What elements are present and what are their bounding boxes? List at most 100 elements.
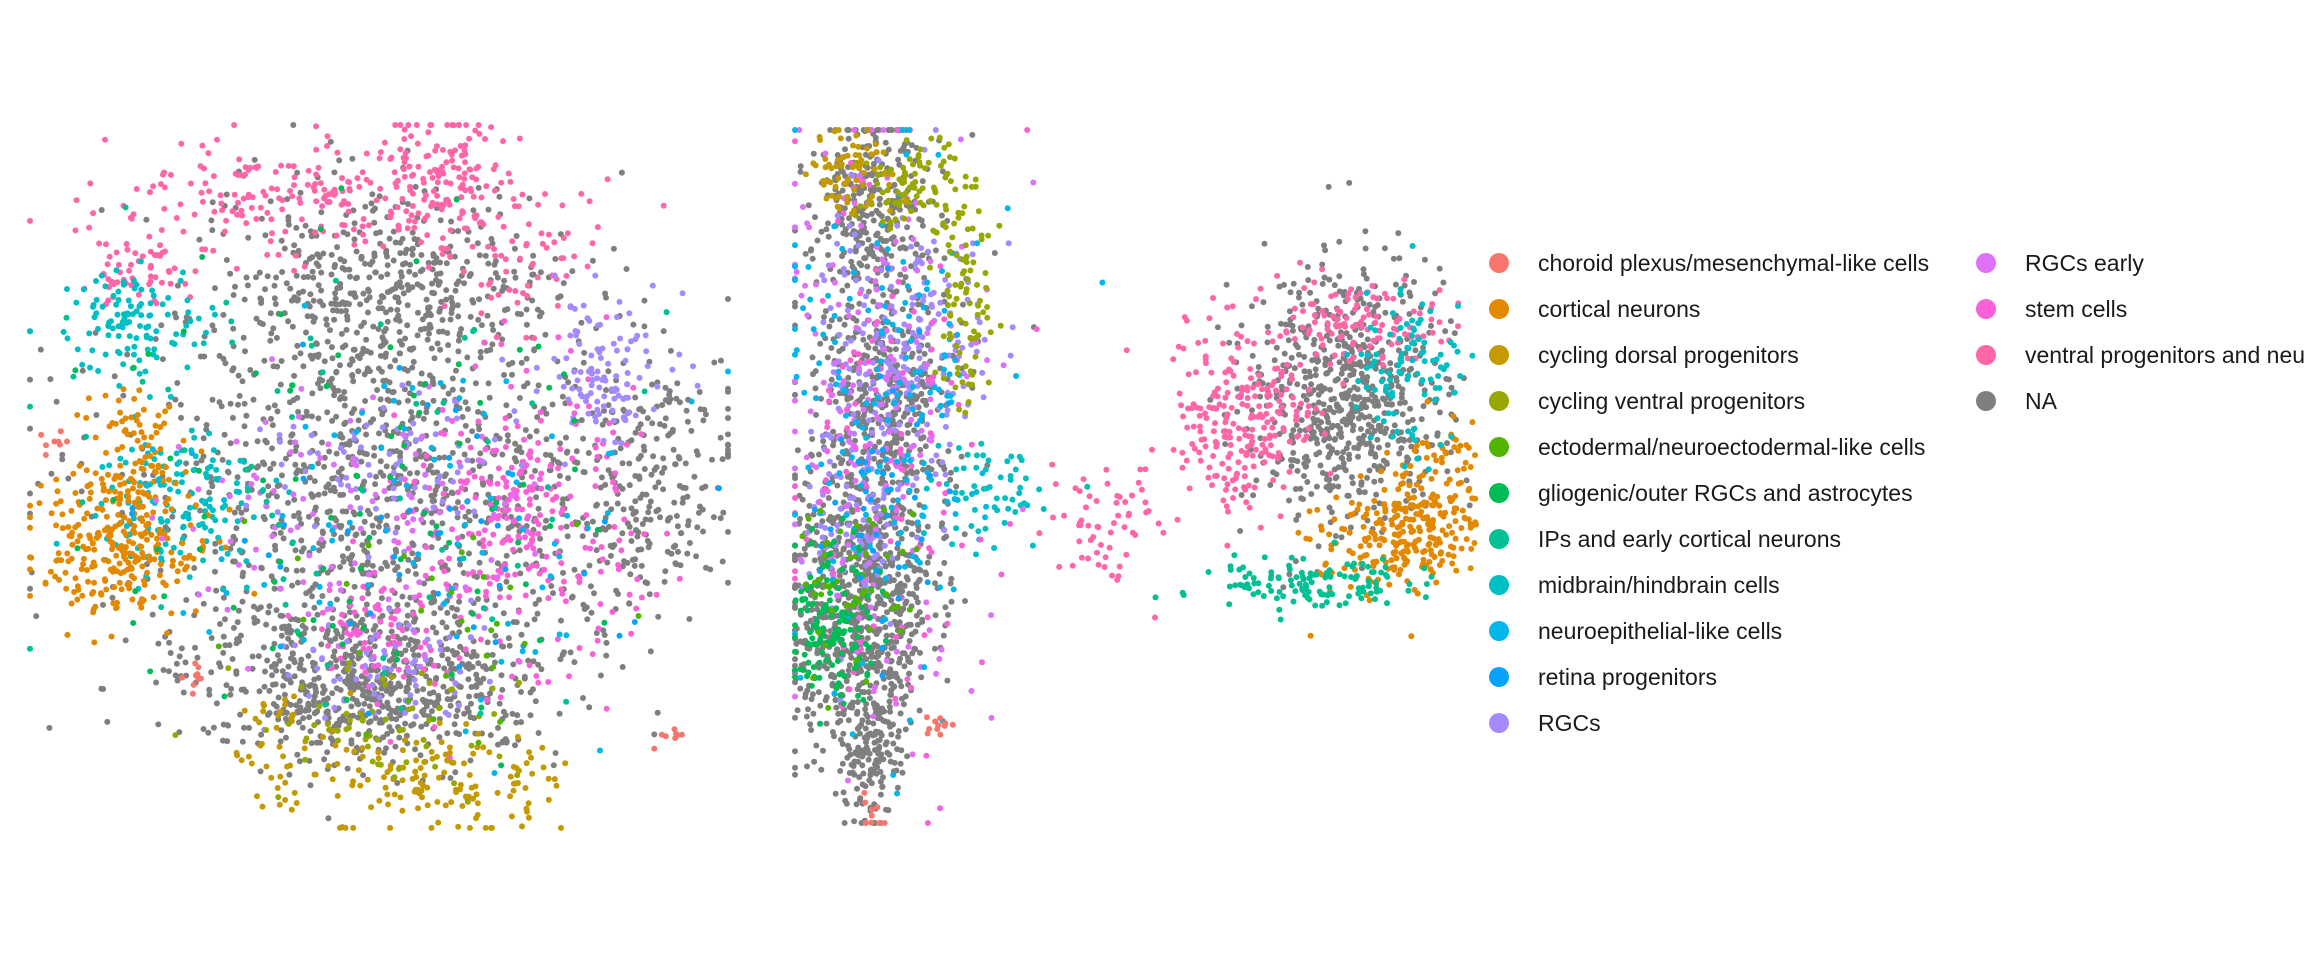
scatter-point: [447, 775, 454, 781]
scatter-point: [408, 409, 415, 415]
scatter-plot-svg: [27, 122, 1479, 831]
scatter-point: [74, 346, 81, 353]
scatter-point: [310, 545, 317, 552]
scatter-point: [176, 653, 183, 660]
scatter-point: [516, 135, 523, 142]
scatter-point: [419, 400, 426, 406]
scatter-point: [532, 467, 538, 474]
scatter-point: [525, 800, 532, 807]
scatter-point: [481, 625, 488, 631]
scatter-point: [252, 370, 259, 377]
scatter-point: [422, 484, 429, 491]
scatter-point: [659, 402, 666, 408]
scatter-point: [264, 657, 271, 664]
scatter-point: [631, 619, 638, 625]
scatter-point: [679, 290, 686, 297]
scatter-point: [311, 523, 318, 530]
scatter-point: [384, 496, 391, 503]
scatter-point: [580, 435, 587, 442]
scatter-point: [437, 217, 444, 224]
scatter-point: [500, 223, 507, 230]
scatter-point: [516, 470, 523, 477]
scatter-point: [388, 621, 395, 628]
scatter-point: [234, 474, 241, 481]
scatter-point: [337, 675, 343, 682]
scatter-point: [412, 571, 419, 577]
scatter-point: [485, 380, 492, 387]
scatter-point: [302, 625, 309, 632]
scatter-point: [394, 177, 401, 184]
scatter-point: [437, 259, 443, 266]
scatter-point: [339, 175, 345, 182]
scatter-point: [601, 407, 608, 414]
scatter-point: [481, 411, 488, 418]
scatter-point: [672, 542, 679, 549]
scatter-point: [363, 731, 370, 738]
scatter-point: [387, 363, 394, 370]
scatter-point: [455, 361, 462, 368]
scatter-point: [517, 570, 524, 577]
scatter-point: [474, 588, 481, 595]
scatter-point: [260, 459, 266, 466]
scatter-point: [655, 479, 662, 486]
scatter-point: [308, 740, 315, 747]
scatter-point: [533, 388, 540, 395]
scatter-point: [558, 524, 564, 531]
scatter-point: [526, 484, 533, 491]
scatter-point: [412, 271, 419, 278]
scatter-point: [251, 590, 258, 597]
scatter-point: [523, 321, 530, 328]
scatter-point: [464, 798, 471, 805]
scatter-point: [294, 524, 301, 531]
scatter-point: [346, 266, 353, 273]
scatter-point: [137, 323, 143, 329]
scatter-point: [412, 713, 419, 720]
scatter-point: [550, 590, 556, 597]
scatter-point: [409, 550, 416, 557]
scatter-point: [288, 806, 295, 813]
scatter-point: [159, 301, 166, 308]
scatter-point: [404, 601, 411, 608]
scatter-point: [405, 201, 411, 207]
scatter-point: [305, 653, 312, 659]
scatter-point: [355, 368, 362, 375]
scatter-point: [429, 378, 436, 385]
scatter-point: [386, 235, 393, 242]
scatter-point: [311, 478, 318, 485]
scatter-point: [153, 497, 159, 504]
scatter-point: [76, 462, 83, 469]
scatter-point: [509, 492, 516, 499]
scatter-point: [27, 403, 33, 410]
scatter-point: [331, 704, 338, 711]
scatter-point: [63, 585, 70, 592]
scatter-point: [268, 774, 275, 781]
scatter-point: [213, 466, 220, 473]
scatter-point: [410, 669, 417, 676]
scatter-point: [287, 629, 294, 636]
scatter-point: [468, 742, 475, 749]
scatter-point: [395, 766, 402, 772]
scatter-point: [157, 424, 164, 431]
scatter-point: [160, 667, 167, 673]
scatter-point: [444, 122, 451, 128]
scatter-point: [441, 303, 448, 309]
scatter-point: [364, 688, 371, 695]
scatter-point: [387, 712, 393, 719]
scatter-point: [204, 474, 210, 481]
scatter-point: [344, 313, 351, 320]
scatter-point: [239, 573, 246, 580]
scatter-point: [397, 683, 404, 690]
scatter-point: [602, 377, 609, 384]
scatter-point: [406, 507, 413, 514]
scatter-point: [371, 219, 378, 226]
scatter-point: [560, 235, 567, 241]
scatter-point: [638, 594, 645, 601]
scatter-point: [221, 616, 228, 623]
scatter-point: [597, 601, 604, 608]
scatter-point: [650, 453, 657, 460]
scatter-point: [54, 488, 61, 495]
scatter-point: [328, 563, 335, 570]
scatter-point: [305, 611, 312, 618]
scatter-point: [282, 696, 288, 703]
scatter-point: [477, 696, 484, 703]
